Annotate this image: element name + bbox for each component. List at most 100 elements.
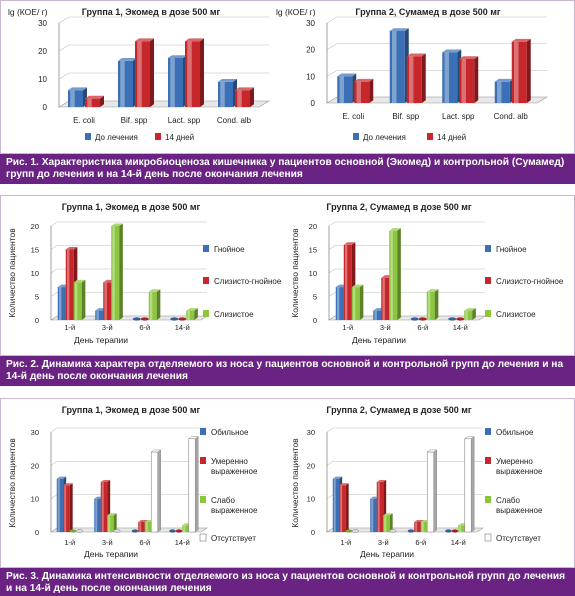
y-tick-label: 10 — [306, 72, 315, 81]
bar-14-дней — [185, 38, 204, 108]
bar-слизисто-гнойное — [140, 317, 149, 321]
legend-swatch — [485, 457, 491, 464]
bar-highlight — [384, 515, 387, 532]
bar-base — [170, 317, 179, 321]
bar-highlight — [87, 98, 92, 107]
legend-swatch — [199, 533, 207, 542]
bar-base — [131, 529, 139, 533]
bar-base — [175, 529, 183, 533]
bar-слизистое — [111, 223, 123, 320]
bar-слабо-выраженное — [383, 513, 393, 532]
bar-front — [442, 52, 458, 103]
legend-swatch — [485, 245, 491, 252]
bar-front — [389, 31, 405, 103]
gridline-depth — [50, 315, 58, 321]
bar-top — [187, 436, 199, 439]
y-tick-label: 0 — [313, 316, 317, 325]
legend-label: Умеренно выраженное — [211, 457, 258, 476]
bar-гнойное — [448, 317, 457, 321]
x-tick-label: Cond. alb — [217, 116, 252, 125]
bar-слизистое — [148, 289, 161, 320]
legend-swatch — [203, 310, 209, 317]
bar-гнойное — [410, 317, 419, 321]
bar-highlight — [187, 41, 192, 108]
figure-1-panel: Группа 1, Экомед в дозе 500 мг lg (КОЕ/ г… — [0, 0, 575, 154]
bar-top — [406, 53, 426, 57]
x-tick-label: 1-й — [340, 538, 351, 547]
bar-base — [132, 317, 141, 321]
bar-front — [135, 41, 150, 108]
legend-label-line1: Слабо — [211, 496, 235, 505]
bar-side — [81, 279, 86, 320]
bar-base — [140, 317, 149, 321]
legend-label: Слабо выраженное — [496, 496, 543, 515]
bar-front — [95, 310, 104, 320]
gridline-depth — [50, 494, 58, 499]
bar-highlight — [392, 31, 397, 103]
bar-highlight — [428, 452, 431, 532]
figure-1-charts: Группа 1, Экомед в дозе 500 мг lg (КОЕ/ г… — [8, 7, 549, 142]
bar-отсутствует — [76, 529, 83, 533]
y-tick-label: 10 — [31, 495, 39, 504]
bar-side — [359, 284, 364, 320]
y-tick-label: 0 — [35, 528, 39, 537]
legend-swatch — [485, 496, 491, 503]
bar-отсутствует — [113, 529, 121, 533]
bar-до-лечения — [389, 28, 409, 104]
y-tick-label: 30 — [307, 428, 315, 437]
figure-3-caption: Рис. 3. Динамика интенсивности отделяемо… — [0, 568, 575, 596]
x-tick-label: 14-й — [175, 538, 190, 547]
gridline-depth — [326, 96, 338, 104]
x-tick-label: Bif. spp — [392, 112, 419, 121]
legend-swatch — [203, 245, 209, 252]
x-tick-label: 1-й — [342, 323, 353, 332]
bar-top — [376, 479, 387, 482]
x-tick-label: 1-й — [64, 538, 75, 547]
bar-front — [148, 291, 157, 320]
bar-top — [383, 513, 393, 516]
bar-highlight — [104, 282, 107, 320]
legend-swatch — [484, 533, 492, 542]
legend-label-line1: Умеренно — [496, 457, 533, 466]
bar-top — [235, 87, 254, 91]
bar-top — [135, 38, 154, 42]
bar-обильное — [169, 529, 176, 533]
bar-front — [464, 310, 473, 320]
bar-отсутствует — [426, 449, 438, 533]
gridline-depth — [326, 427, 334, 433]
bar-highlight — [58, 287, 62, 320]
gridline-depth — [50, 221, 58, 227]
bar-до-лечения — [68, 87, 87, 107]
y-tick-label: 10 — [309, 269, 317, 278]
legend-swatch — [200, 457, 206, 464]
bar-base — [451, 529, 459, 533]
gridline-depth — [50, 292, 58, 297]
y-axis-label: Количество пациентов — [7, 438, 17, 528]
bar-highlight — [390, 230, 393, 320]
y-tick-label: 10 — [31, 269, 39, 278]
bar-base — [352, 529, 359, 533]
y-tick-label: 20 — [309, 222, 317, 231]
bar-side — [369, 78, 374, 103]
legend-label: Гнойное — [214, 245, 245, 254]
bar-highlight — [112, 226, 115, 320]
bar-top — [138, 519, 148, 522]
legend-swatch — [485, 277, 491, 284]
legend-label: 14 дней — [437, 133, 466, 142]
chart-title: Группа 2, Сумамед в дозе 500 мг — [355, 7, 500, 17]
bar-14-дней — [235, 87, 254, 107]
bar-highlight — [461, 59, 466, 103]
bar-highlight — [189, 438, 192, 532]
y-tick-label: 5 — [313, 293, 317, 302]
bar-highlight — [139, 522, 142, 532]
x-axis-label: День терапии — [360, 549, 414, 559]
x-tick-label: 6-й — [139, 538, 150, 547]
gridline-depth — [50, 461, 58, 466]
bar-top — [337, 73, 357, 77]
legend-label-line2: выраженное — [496, 506, 543, 515]
chart-title: Группа 1, Экомед в дозе 500 мг — [62, 405, 201, 415]
bar-top — [464, 308, 476, 311]
bar-top — [442, 49, 462, 53]
bar-side — [156, 289, 161, 320]
x-tick-label: E. coli — [342, 112, 364, 121]
